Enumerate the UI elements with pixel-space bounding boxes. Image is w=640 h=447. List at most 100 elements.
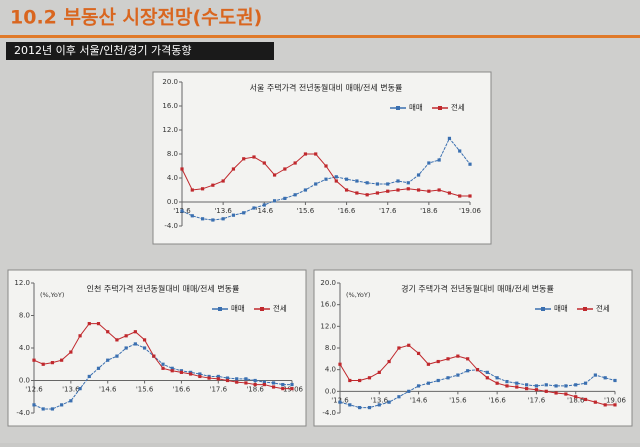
point (115, 354, 119, 358)
point (50, 361, 55, 365)
y-tick-label: 20.0 (162, 78, 178, 86)
point (534, 384, 539, 388)
point (406, 187, 410, 191)
point (78, 334, 82, 338)
point (426, 381, 430, 385)
point (198, 372, 202, 376)
point (583, 381, 588, 385)
point (303, 152, 308, 156)
point (207, 376, 211, 380)
point (574, 395, 578, 399)
legend-marker (260, 307, 264, 311)
point (190, 214, 194, 218)
point (564, 384, 568, 388)
point (407, 389, 411, 393)
legend-label: 전세 (273, 303, 287, 313)
point (314, 152, 318, 156)
point (180, 209, 184, 213)
y-tick-label: 8.0 (325, 344, 336, 352)
y-tick-label: 20.0 (320, 279, 336, 287)
point (386, 182, 390, 186)
y-axis-label: (%,YoY) (40, 291, 64, 299)
y-tick-label: 12.0 (320, 322, 336, 330)
point (253, 378, 257, 383)
y-tick-label: 4.0 (19, 344, 30, 352)
point (505, 384, 509, 388)
point (262, 203, 266, 207)
point (344, 177, 349, 181)
x-tick-label: '17.6 (528, 396, 546, 404)
point (142, 338, 147, 342)
point (593, 373, 597, 377)
point (544, 389, 548, 393)
point (96, 322, 101, 326)
point (554, 384, 558, 388)
point (355, 191, 359, 195)
point (87, 374, 91, 379)
x-tick-label: '18.6 (567, 396, 585, 404)
point (407, 343, 411, 347)
y-tick-label: -4.0 (322, 409, 336, 417)
point (252, 155, 256, 159)
point (271, 385, 276, 389)
legend-label: 매매 (554, 304, 568, 313)
point (564, 392, 568, 396)
point (377, 403, 381, 407)
point (190, 188, 194, 192)
x-tick-label: '16.6 (488, 396, 506, 404)
y-tick-label: 4.0 (167, 174, 178, 182)
point (365, 181, 369, 185)
point (456, 354, 460, 358)
point (271, 381, 276, 385)
point (179, 369, 184, 373)
point (32, 403, 36, 407)
point (221, 179, 225, 183)
point (466, 357, 470, 361)
point (133, 342, 137, 346)
point (583, 397, 588, 402)
point (387, 400, 391, 404)
point (344, 188, 349, 192)
y-tick-label: 0.0 (325, 387, 336, 395)
point (406, 181, 410, 185)
point (365, 193, 369, 197)
point (96, 366, 101, 370)
point (475, 368, 480, 372)
point (334, 175, 338, 179)
point (375, 191, 380, 195)
point (170, 369, 174, 373)
point (78, 387, 82, 391)
chart-title: 경기 주택가격 전년동월대비 매매/전세 변동률 (401, 284, 554, 294)
chart-title: 서울 주택가격 전년동월대비 매매/전세 변동률 (250, 83, 403, 93)
point (161, 362, 165, 366)
subtitle: 2012년 이후 서울/인천/경기 가격동향 (14, 43, 191, 57)
x-tick-label: '15.6 (297, 207, 315, 215)
x-tick-label: '14.6 (410, 396, 428, 404)
point (231, 213, 236, 217)
point (235, 377, 239, 381)
y-tick-label: 16.0 (162, 102, 178, 110)
point (235, 380, 239, 384)
point (387, 359, 391, 364)
x-tick-label: '14.6 (256, 207, 274, 215)
x-tick-label: '18.6 (246, 386, 264, 394)
point (69, 399, 73, 403)
point (170, 366, 174, 370)
x-tick-label: '19.06 (459, 207, 482, 215)
point (495, 381, 499, 385)
point (231, 167, 236, 171)
point (60, 403, 64, 407)
point (485, 370, 489, 374)
point (534, 388, 539, 392)
point (283, 196, 287, 200)
point (272, 199, 277, 203)
point (244, 377, 248, 381)
point (466, 369, 470, 373)
point (180, 167, 184, 171)
point (290, 382, 294, 387)
point (436, 378, 440, 383)
point (593, 400, 597, 404)
point (436, 359, 440, 364)
y-tick-label: 8.0 (167, 150, 178, 158)
legend-label: 전세 (451, 102, 465, 112)
